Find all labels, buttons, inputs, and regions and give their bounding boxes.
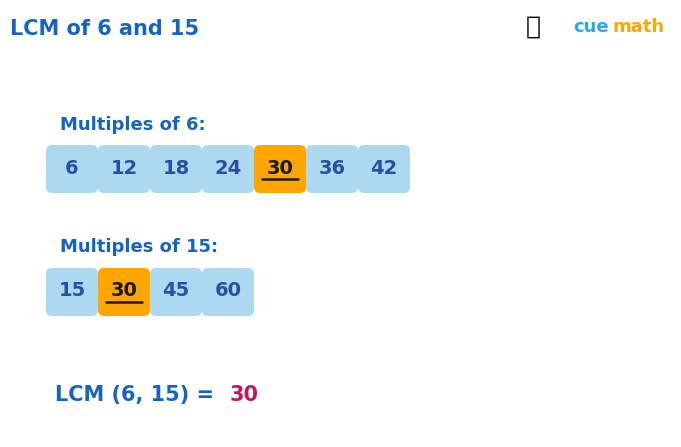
Text: 36: 36	[319, 159, 345, 177]
FancyBboxPatch shape	[306, 145, 358, 193]
FancyBboxPatch shape	[46, 268, 98, 316]
Text: LCM of 6 and 15: LCM of 6 and 15	[10, 19, 199, 39]
FancyBboxPatch shape	[46, 145, 98, 193]
Text: LCM (6, 15) =: LCM (6, 15) =	[55, 385, 221, 405]
Text: 30: 30	[230, 385, 259, 405]
Text: 6: 6	[65, 159, 79, 177]
FancyBboxPatch shape	[202, 145, 254, 193]
Text: 12: 12	[110, 159, 138, 177]
Text: 30: 30	[110, 282, 138, 300]
Text: 15: 15	[59, 282, 86, 300]
Text: 18: 18	[162, 159, 189, 177]
Text: 24: 24	[215, 159, 242, 177]
Text: 30: 30	[266, 159, 294, 177]
Text: 45: 45	[162, 282, 189, 300]
Text: 🚀: 🚀	[526, 15, 541, 39]
FancyBboxPatch shape	[254, 145, 306, 193]
Text: Multiples of 6:: Multiples of 6:	[60, 116, 206, 134]
Text: 42: 42	[370, 159, 398, 177]
FancyBboxPatch shape	[358, 145, 410, 193]
FancyBboxPatch shape	[150, 268, 202, 316]
Text: Multiples of 15:: Multiples of 15:	[60, 238, 218, 256]
FancyBboxPatch shape	[98, 268, 150, 316]
FancyBboxPatch shape	[202, 268, 254, 316]
Text: math: math	[612, 18, 664, 36]
FancyBboxPatch shape	[98, 145, 150, 193]
Text: cue: cue	[573, 18, 609, 36]
FancyBboxPatch shape	[150, 145, 202, 193]
Text: 60: 60	[215, 282, 242, 300]
